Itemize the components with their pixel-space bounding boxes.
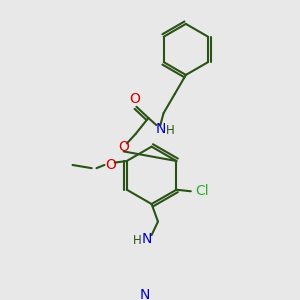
Text: H: H [166,124,174,137]
Text: H: H [133,234,142,247]
Text: O: O [105,158,116,172]
Text: N: N [142,232,152,246]
Text: Cl: Cl [195,184,209,198]
Text: N: N [140,288,150,300]
Text: O: O [129,92,140,106]
Text: O: O [118,140,129,154]
Text: N: N [155,122,166,136]
